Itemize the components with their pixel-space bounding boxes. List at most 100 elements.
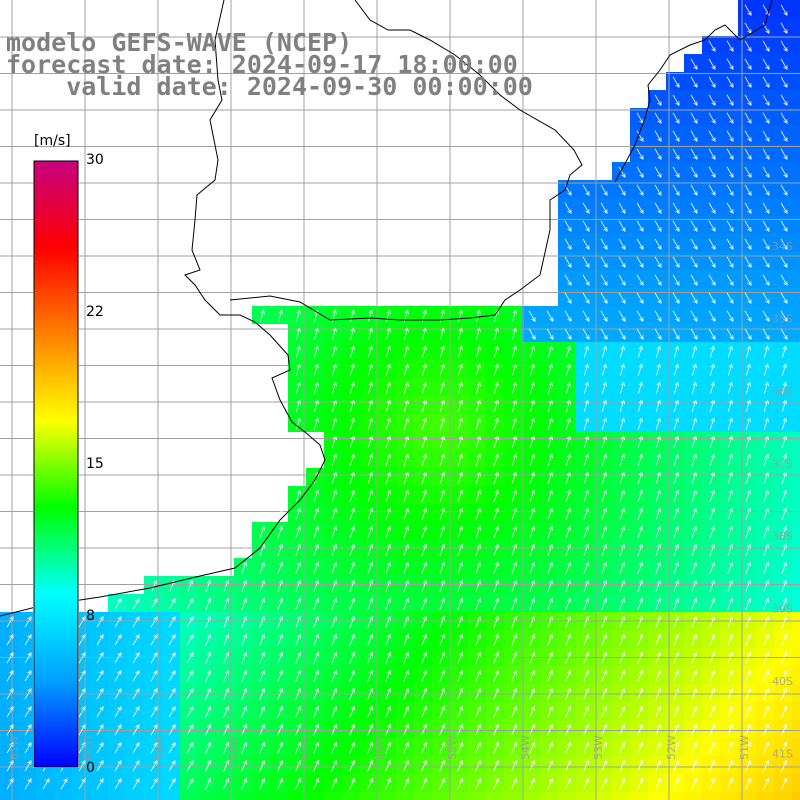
wind-arrow [457, 705, 464, 718]
wind-cell [306, 486, 324, 504]
wind-arrow [403, 507, 409, 520]
wind-cell [288, 324, 306, 342]
wind-arrow [439, 507, 445, 520]
longitude-label: 59W [154, 735, 167, 760]
wind-cell [648, 396, 666, 414]
wind-arrow [762, 22, 770, 34]
wind-cell [486, 774, 504, 792]
wind-cell [648, 468, 666, 486]
wind-cell [180, 684, 198, 702]
wind-cell [792, 216, 800, 234]
wind-arrow [709, 489, 715, 502]
wind-cell [774, 450, 792, 468]
wind-cell [126, 738, 144, 756]
wind-arrow [691, 741, 698, 754]
wind-arrow [583, 399, 589, 412]
wind-arrow [690, 184, 698, 196]
wind-cell [648, 630, 666, 648]
wind-arrow [763, 651, 770, 664]
wind-cell [342, 792, 360, 800]
wind-arrow [762, 310, 770, 322]
wind-cell [198, 774, 216, 792]
wind-arrow [439, 759, 446, 772]
wind-arrow [546, 292, 554, 304]
wind-arrow [763, 435, 769, 448]
wind-arrow [150, 724, 158, 736]
wind-arrow [547, 471, 553, 484]
wind-arrow [618, 328, 626, 340]
wind-arrow [655, 687, 662, 700]
wind-arrow [439, 579, 446, 592]
wind-arrow [637, 777, 644, 790]
wind-cell [648, 522, 666, 540]
wind-cell [576, 666, 594, 684]
wind-arrow [673, 741, 680, 754]
wind-cell [486, 450, 504, 468]
wind-cell [450, 468, 468, 486]
wind-cell [576, 558, 594, 576]
wind-arrow [24, 670, 32, 682]
wind-arrow [457, 759, 464, 772]
wind-arrow [493, 759, 500, 772]
wind-cell [594, 594, 612, 612]
wind-cell [144, 774, 162, 792]
wind-arrow [637, 381, 643, 394]
wind-arrow [726, 184, 734, 196]
wind-cell [576, 702, 594, 720]
wind-arrow [619, 345, 625, 358]
wind-cell [774, 594, 792, 612]
wind-cell [666, 558, 684, 576]
wind-cell [324, 468, 342, 486]
wind-arrow [709, 471, 715, 484]
wind-cell [108, 792, 126, 800]
wind-arrow [385, 345, 391, 358]
wind-arrow [295, 507, 301, 520]
wind-cell [540, 756, 558, 774]
wind-arrow [727, 651, 734, 664]
wind-cell [396, 684, 414, 702]
wind-arrow [295, 579, 302, 592]
wind-arrow [727, 363, 733, 376]
wind-arrow [440, 327, 445, 340]
wind-arrow [259, 651, 266, 664]
wind-arrow [763, 597, 770, 610]
wind-cell [378, 396, 396, 414]
wind-arrow [205, 759, 212, 772]
wind-arrow [655, 723, 662, 736]
wind-arrow [439, 381, 445, 394]
wind-cell [468, 324, 486, 342]
wind-cell [540, 774, 558, 792]
wind-arrow [529, 561, 536, 574]
wind-arrow [600, 220, 608, 232]
wind-arrow [511, 687, 518, 700]
wind-arrow [511, 669, 518, 682]
wind-cell [504, 594, 522, 612]
wind-cell [108, 738, 126, 756]
wind-cell [684, 738, 702, 756]
latitude-label: 40S [772, 675, 793, 688]
wind-arrow [726, 256, 734, 268]
wind-arrow [403, 471, 409, 484]
wind-cell [684, 522, 702, 540]
wind-cell [306, 738, 324, 756]
wind-cell [342, 468, 360, 486]
wind-arrow [583, 543, 590, 556]
wind-cell [126, 666, 144, 684]
wind-cell [450, 756, 468, 774]
wind-arrow [475, 777, 482, 790]
wind-cell [396, 378, 414, 396]
wind-cell [702, 774, 720, 792]
wind-cell [540, 504, 558, 522]
wind-cell [522, 738, 540, 756]
wind-arrow [439, 687, 446, 700]
wind-cell [198, 684, 216, 702]
wind-arrow [259, 561, 266, 574]
wind-arrow [690, 292, 698, 304]
wind-cell [666, 468, 684, 486]
wind-arrow [493, 363, 499, 376]
wind-cell [288, 504, 306, 522]
wind-arrow [313, 453, 319, 466]
wind-arrow [476, 327, 481, 340]
wind-arrow [745, 471, 751, 484]
wind-cell [324, 414, 342, 432]
